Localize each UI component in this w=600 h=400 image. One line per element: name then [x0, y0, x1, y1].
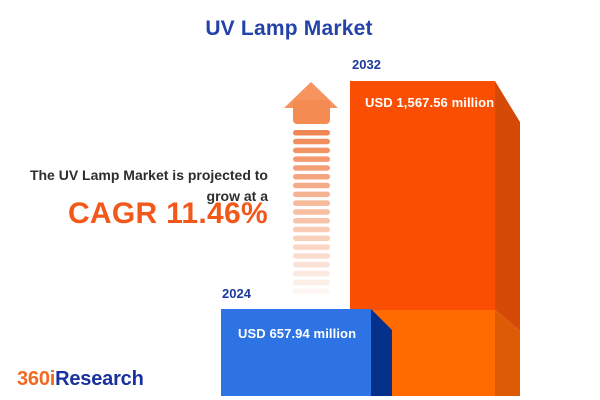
bar-2024-side-face [371, 309, 392, 396]
page-title: UV Lamp Market [205, 17, 373, 40]
bar-2024-value-label: USD 657.94 million [238, 326, 357, 341]
arrow-dash [293, 262, 330, 268]
arrow-dash [293, 165, 330, 171]
arrow-dash [293, 226, 330, 233]
arrow-dash [293, 191, 330, 198]
logo-suffix: Research [55, 368, 144, 390]
bar-2032 [350, 81, 520, 396]
arrow-dash [293, 130, 330, 136]
bar-2032-year-label: 2032 [352, 57, 381, 72]
arrow-dash [293, 200, 330, 206]
arrow-dash [293, 156, 330, 162]
bar-2024 [221, 309, 392, 396]
arrow-dash [293, 244, 330, 250]
arrow-dash [293, 209, 330, 215]
arrow-dash [293, 253, 330, 259]
bar-2032-lower-side-face [495, 310, 520, 396]
projection-text: The UV Lamp Market is projected to grow … [10, 165, 268, 207]
projection-text-line1: The UV Lamp Market is projected to [29, 167, 268, 183]
projection-text-line2: grow at a [206, 188, 268, 204]
logo-360iresearch: 360iResearch [17, 368, 144, 391]
arrow-dash [293, 235, 330, 242]
arrow-dash [293, 182, 330, 189]
cagr-value: CAGR 11.46% [67, 197, 268, 230]
arrow-dash [293, 147, 330, 154]
bar-2032-front-face [350, 81, 495, 310]
bar-2032-value-label: USD 1,567.56 million [365, 95, 495, 110]
arrow-dash [293, 218, 330, 224]
arrow-dash [293, 270, 330, 277]
arrow-dash [293, 138, 330, 145]
logo-prefix: 360i [17, 368, 56, 390]
bar-2024-front-face [221, 309, 371, 396]
arrow-dash [293, 279, 330, 286]
bar-2024-year-label: 2024 [222, 286, 251, 301]
bar-2032-side-face [495, 81, 520, 331]
arrow-dash [293, 174, 330, 180]
arrow-stem [293, 100, 330, 124]
arrow-dashes [293, 130, 330, 294]
arrow-dash [293, 288, 330, 294]
growth-arrow-icon [284, 82, 338, 294]
